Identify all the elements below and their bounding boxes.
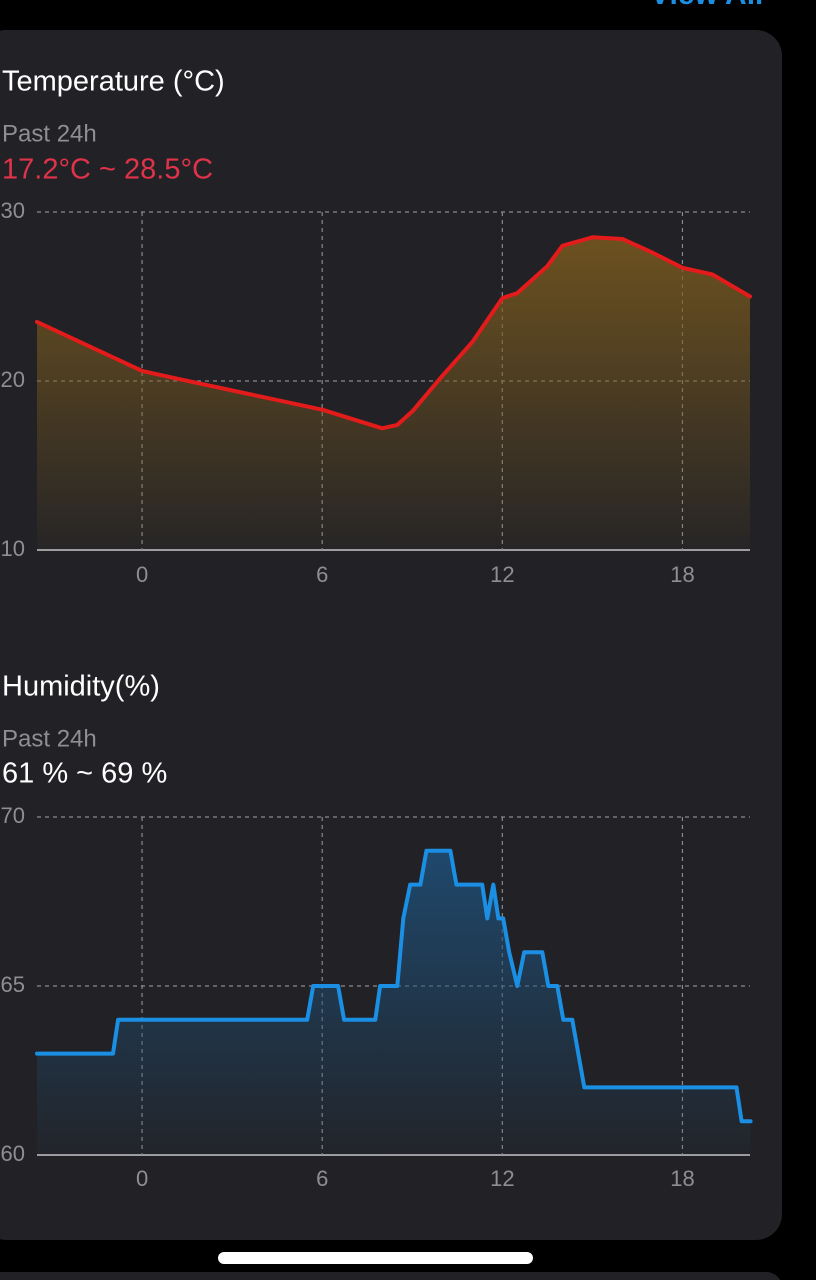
x-tick-label: 0 [136,1166,148,1191]
next-card [0,1272,781,1280]
data-line [35,235,752,431]
chart-title: Temperature (°C) [2,66,225,98]
area-fill [37,237,750,551]
y-tick-label: 30 [1,198,25,223]
x-tick-label: 0 [136,562,148,587]
y-tick-label: 60 [1,1141,25,1166]
x-tick-label: 12 [490,562,514,587]
range-label: 17.2°C ~ 28.5°C [2,154,213,186]
x-tick-label: 18 [670,562,694,587]
chart-subtitle: Past 24h [2,120,97,147]
data-line [35,848,753,1124]
x-tick-label: 6 [316,1166,328,1191]
y-tick-label: 10 [1,536,25,561]
home-indicator [218,1252,533,1264]
view-all-link[interactable]: View All [650,0,763,11]
y-tick-label: 65 [1,972,25,997]
area-fill [37,850,751,1155]
y-tick-label: 20 [1,367,25,392]
charts: Temperature (°C) Past 24h 17.2°C ~ 28.5°C 1… [1,66,753,1191]
x-tick-label: 12 [490,1166,514,1191]
chart-subtitle: Past 24h [2,725,97,752]
x-tick-label: 6 [316,562,328,587]
x-tick-label: 18 [670,1166,694,1191]
range-label: 61 % ~ 69 % [2,758,167,790]
y-tick-label: 70 [1,803,25,828]
chart-title: Humidity(%) [2,671,160,703]
